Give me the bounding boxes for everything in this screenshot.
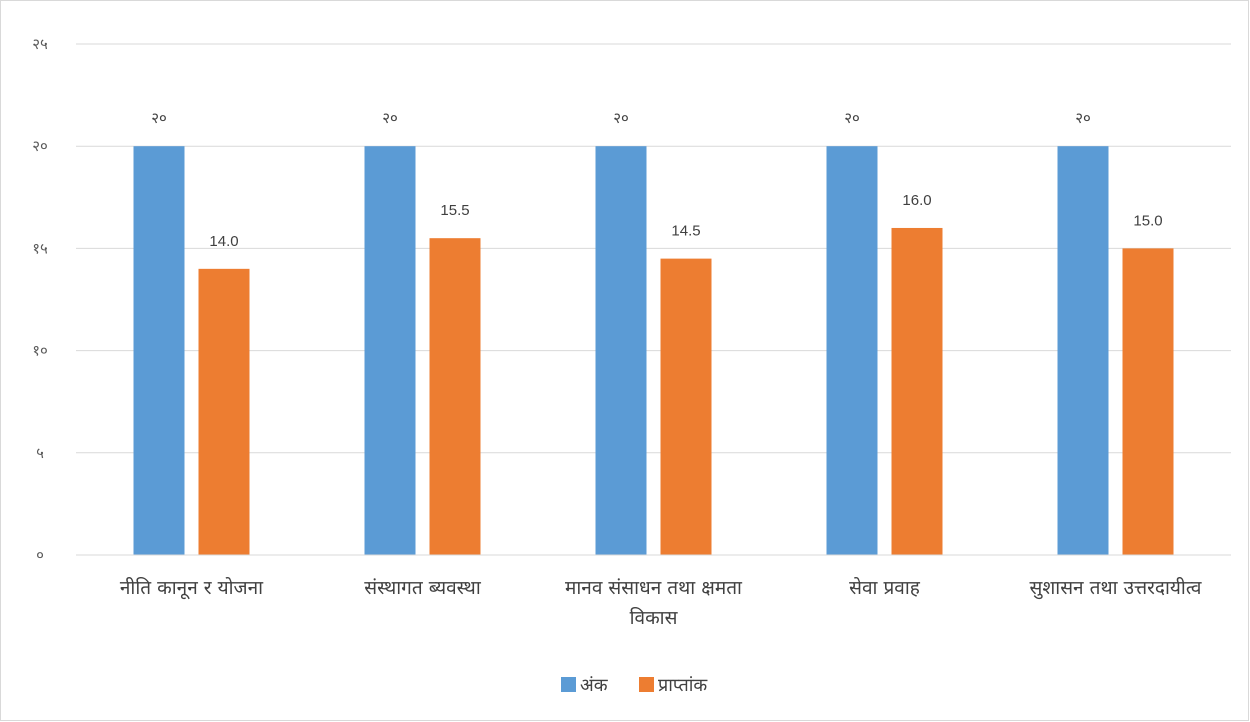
data-label: २० <box>151 109 167 127</box>
data-label: 15.5 <box>440 202 469 219</box>
data-label: 15.0 <box>1133 212 1162 229</box>
bar-praptank <box>198 268 250 555</box>
category-label: सुशासन तथा उत्तरदायीत्व <box>1030 576 1202 600</box>
category-label: मानव संसाधन तथा क्षमता <box>565 577 743 599</box>
bar-praptank <box>891 227 943 555</box>
bar-ank <box>1057 146 1109 555</box>
bar-praptank <box>429 238 481 555</box>
category-label: विकास <box>630 606 679 629</box>
category-label: नीति कानून र योजना <box>120 576 264 600</box>
category-label: सेवा प्रवाह <box>849 576 921 599</box>
y-tick-label: २० <box>32 137 48 155</box>
data-label: २० <box>382 109 398 127</box>
bar-ank <box>595 146 647 555</box>
data-label: २० <box>613 109 629 127</box>
data-label: 14.0 <box>209 233 238 250</box>
y-tick-label: २५ <box>32 35 48 53</box>
data-label: २० <box>844 109 860 127</box>
legend-swatch <box>561 677 576 692</box>
y-tick-label: ० <box>36 546 44 564</box>
bar-praptank <box>1122 248 1174 555</box>
bar-praptank <box>660 258 712 555</box>
bar-ank <box>826 146 878 555</box>
y-tick-label: १५ <box>32 239 48 257</box>
bar-ank <box>364 146 416 555</box>
category-label: संस्थागत ब्यवस्था <box>364 577 482 599</box>
data-label: 14.5 <box>671 223 700 240</box>
legend-label: प्राप्तांक <box>658 675 708 696</box>
y-tick-label: ५ <box>36 444 44 462</box>
data-label: २० <box>1075 109 1091 127</box>
legend-label: अंक <box>580 675 609 696</box>
bar-ank <box>133 146 185 555</box>
data-label: 16.0 <box>902 192 931 209</box>
legend-swatch <box>639 677 654 692</box>
y-tick-label: १० <box>32 342 48 360</box>
